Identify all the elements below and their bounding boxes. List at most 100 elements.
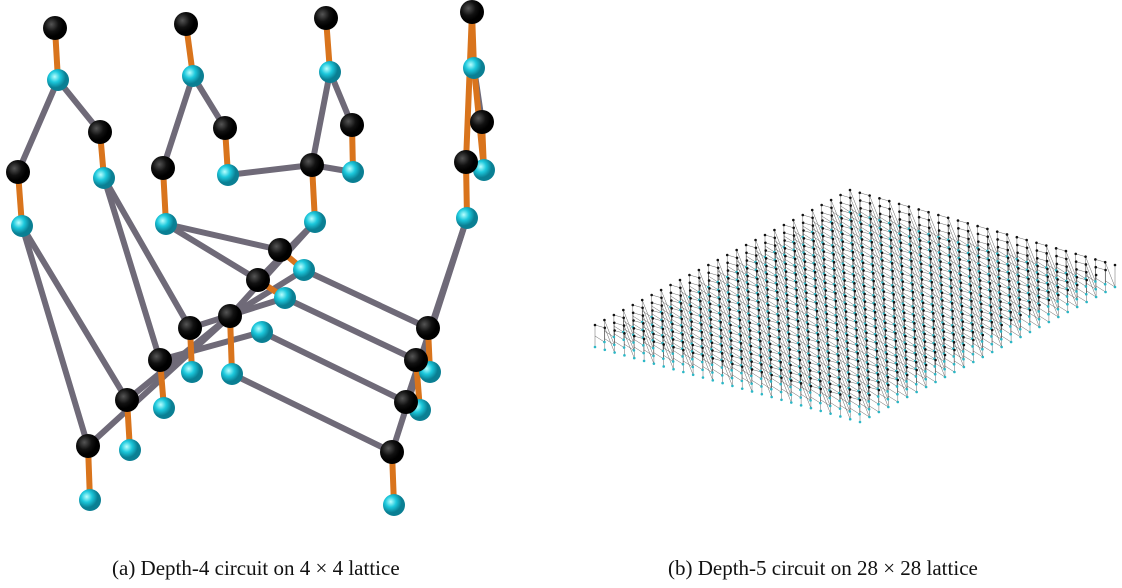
lattice-node <box>928 234 931 237</box>
lattice-node <box>659 288 663 292</box>
lattice-node <box>874 318 877 322</box>
lattice-node <box>789 363 792 367</box>
lattice-node <box>969 292 973 295</box>
lattice-node <box>730 347 733 350</box>
lattice-node <box>785 293 789 297</box>
lattice-node <box>819 401 822 405</box>
lattice-node <box>701 346 704 350</box>
lattice-node <box>810 208 814 212</box>
lattice-node <box>1045 252 1048 255</box>
lattice-node <box>854 320 858 324</box>
lattice-node <box>845 318 848 321</box>
lattice-node <box>787 317 790 320</box>
lattice-node <box>681 340 685 344</box>
lattice-node <box>914 345 917 348</box>
lattice-node <box>878 197 881 200</box>
lattice-node <box>1075 297 1079 301</box>
lattice-node <box>864 323 868 327</box>
lattice-node <box>767 311 771 315</box>
lattice-node <box>837 354 840 357</box>
lattice-node <box>631 303 635 307</box>
lattice-node <box>886 397 890 401</box>
lattice-node <box>728 308 732 311</box>
lattice-node <box>858 420 862 424</box>
lattice-node <box>902 311 906 315</box>
lattice-node <box>1065 265 1068 268</box>
lattice-node <box>932 312 935 315</box>
lattice-node <box>1027 277 1030 281</box>
lattice-node <box>938 237 941 240</box>
bond <box>225 162 315 178</box>
lattice-node <box>1094 280 1097 283</box>
lattice-node <box>1009 340 1013 344</box>
lattice-node <box>966 229 970 233</box>
lattice-node <box>1074 260 1078 263</box>
lattice-node <box>839 415 842 418</box>
lattice-node <box>840 224 844 228</box>
lattice-node <box>1113 263 1117 267</box>
lattice-node <box>710 341 714 345</box>
lattice-node <box>950 302 954 305</box>
lattice-node <box>681 333 684 336</box>
lattice-node <box>740 349 743 353</box>
lattice-node <box>874 326 878 330</box>
lattice-node <box>847 372 851 376</box>
lattice-node <box>749 352 753 356</box>
lattice-node <box>915 390 918 394</box>
lattice-node <box>923 332 926 336</box>
lattice-node <box>881 267 885 270</box>
lattice-node <box>882 282 885 286</box>
lattice-node <box>910 275 914 278</box>
lattice-node <box>711 371 714 374</box>
lattice-node <box>757 300 760 304</box>
bond <box>163 221 283 253</box>
lattice-node <box>1045 259 1049 263</box>
cyan-node <box>293 259 315 281</box>
lattice-node <box>797 335 801 338</box>
lattice-node <box>717 289 721 293</box>
lattice-node <box>1075 290 1078 293</box>
lattice-node <box>859 214 863 218</box>
lattice-node <box>707 263 710 267</box>
lattice-node <box>879 228 883 231</box>
lattice-node <box>877 410 881 414</box>
lattice-node <box>799 396 803 399</box>
lattice-node <box>943 353 947 357</box>
lattice-node <box>828 374 832 378</box>
cyan-node <box>181 361 203 383</box>
lattice-node <box>756 293 760 296</box>
lattice-node <box>764 241 767 245</box>
lattice-node <box>779 353 782 356</box>
lattice-node <box>1094 258 1097 261</box>
lattice-node <box>812 239 816 243</box>
lattice-node <box>905 373 909 377</box>
lattice-node <box>1066 302 1069 306</box>
lattice-node <box>938 244 942 248</box>
lattice-node <box>858 199 862 202</box>
lattice-node <box>699 307 703 311</box>
lattice-node <box>948 247 951 251</box>
lattice-node <box>978 263 981 267</box>
lattice-node <box>997 261 1001 265</box>
cyan-node <box>473 159 495 181</box>
lattice-node <box>622 324 626 327</box>
lattice-node <box>972 338 975 342</box>
lattice-node <box>839 209 843 212</box>
lattice-node <box>828 396 832 400</box>
lattice-node <box>890 262 894 265</box>
lattice-node <box>922 309 925 312</box>
lattice-node <box>708 302 712 306</box>
lattice-node <box>747 298 751 301</box>
lattice-node <box>754 254 758 257</box>
lattice-node <box>891 269 894 273</box>
lattice-node <box>1046 267 1049 271</box>
lattice-node <box>838 399 841 403</box>
lattice-node <box>765 272 769 276</box>
lattice-node <box>905 365 909 369</box>
lattice-node <box>1037 280 1040 283</box>
lattice-node <box>999 315 1003 319</box>
lattice-node <box>721 359 724 363</box>
lattice-node <box>719 313 722 316</box>
lattice-node <box>838 407 842 410</box>
lattice-node <box>912 314 916 317</box>
